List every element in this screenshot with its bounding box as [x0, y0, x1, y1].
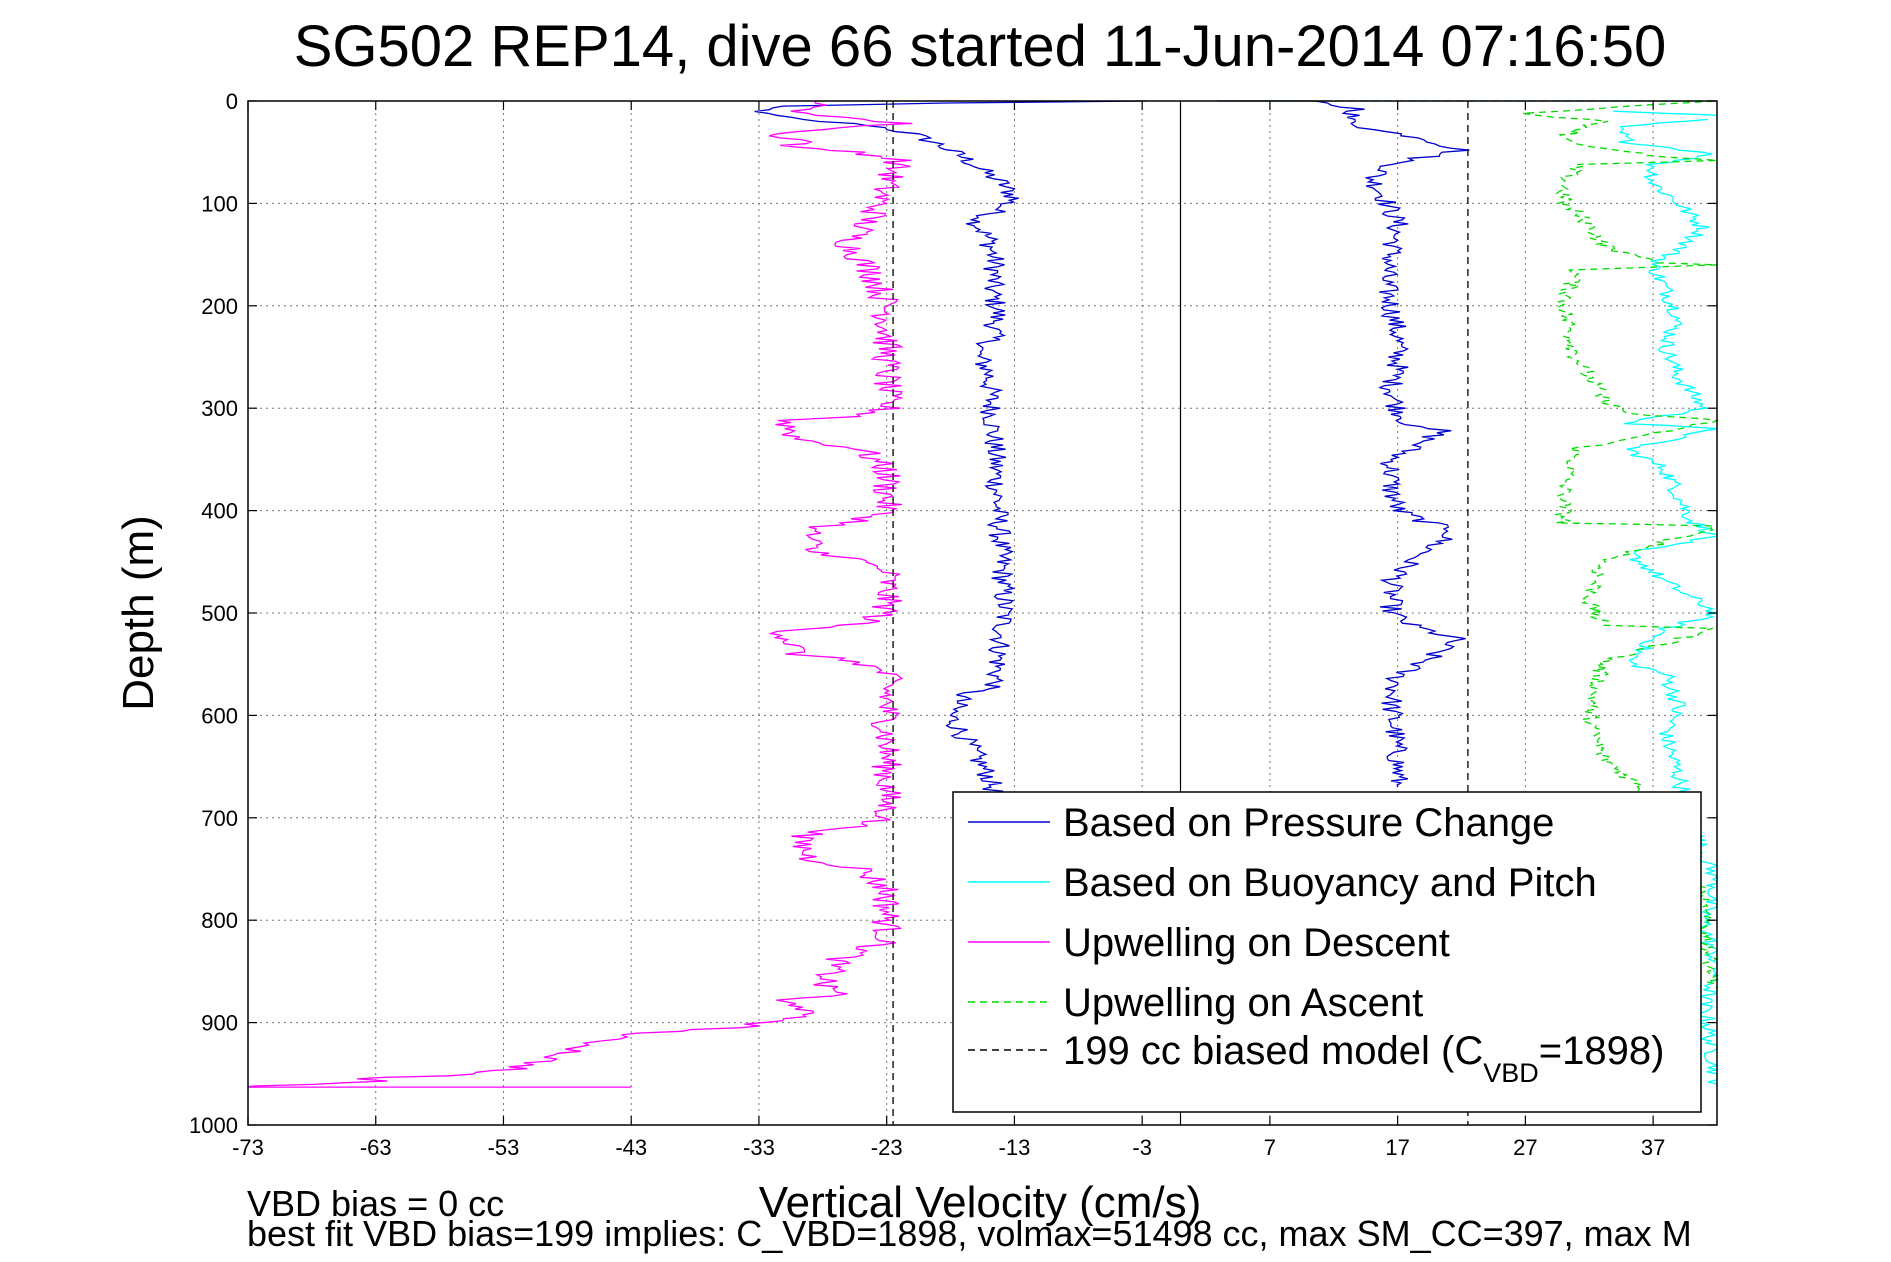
y-tick-label: 1000 [189, 1113, 238, 1138]
x-tick-label: 17 [1385, 1135, 1409, 1160]
y-tick-label: 800 [201, 908, 238, 933]
legend-label-upwelling-descent: Upwelling on Descent [1063, 921, 1450, 965]
series-pressure-ascent [1217, 100, 1470, 788]
y-tick-label: 700 [201, 806, 238, 831]
footer-line-1: VBD bias = 0 cc [247, 1183, 504, 1224]
legend-box [952, 791, 1702, 1113]
series-pressure-descent [754, 100, 1146, 798]
x-tick-label: -63 [360, 1135, 392, 1160]
x-tick-label: 37 [1641, 1135, 1665, 1160]
series-buoyancy-descent [1613, 110, 1718, 116]
y-tick-label: 0 [226, 89, 238, 114]
x-axis-label: Vertical Velocity (cm/s) [759, 1178, 1202, 1227]
legend-label-buoyancy: Based on Buoyancy and Pitch [1063, 861, 1597, 905]
series-upwelling-descent [247, 100, 913, 1088]
y-tick-label: 200 [201, 294, 238, 319]
y-tick-label: 900 [201, 1011, 238, 1036]
legend: Based on Pressure Change Based on Buoyan… [952, 791, 1702, 1113]
x-tick-label: 7 [1264, 1135, 1276, 1160]
y-tick-label: 400 [201, 499, 238, 524]
legend-label-model-tail: =1898) [1539, 1029, 1665, 1073]
y-axis-ticks: 0 100 200 300 400 500 600 700 800 900 1000 [189, 89, 1717, 1138]
legend-label-upwelling-ascent: Upwelling on Ascent [1063, 981, 1423, 1025]
series-upwelling-ascent [1240, 100, 1720, 992]
x-tick-label: -53 [488, 1135, 520, 1160]
x-tick-label: 27 [1513, 1135, 1537, 1160]
y-tick-label: 600 [201, 703, 238, 728]
y-axis-label: Depth (m) [114, 515, 163, 711]
y-tick-label: 500 [201, 601, 238, 626]
x-tick-label: -73 [232, 1135, 264, 1160]
y-tick-label: 300 [201, 396, 238, 421]
legend-label-model: 199 cc biased model (CVBD=1898) [1063, 1029, 1664, 1088]
legend-label-model-main: 199 cc biased model (C [1063, 1029, 1483, 1073]
x-axis-ticks: -73 -63 -53 -43 -33 -23 -13 -3 7 17 27 37 [232, 101, 1665, 1160]
x-tick-label: -23 [871, 1135, 903, 1160]
y-tick-label: 100 [201, 191, 238, 216]
chart-title: SG502 REP14, dive 66 started 11-Jun-2014… [294, 14, 1667, 79]
x-tick-label: -33 [743, 1135, 775, 1160]
x-tick-label: -3 [1132, 1135, 1152, 1160]
legend-label-pressure: Based on Pressure Change [1063, 801, 1554, 845]
legend-label-model-sub: VBD [1483, 1058, 1539, 1088]
x-tick-label: -43 [615, 1135, 647, 1160]
x-tick-label: -13 [999, 1135, 1031, 1160]
footer-line-2: best fit VBD bias=199 implies: C_VBD=189… [247, 1213, 1692, 1254]
